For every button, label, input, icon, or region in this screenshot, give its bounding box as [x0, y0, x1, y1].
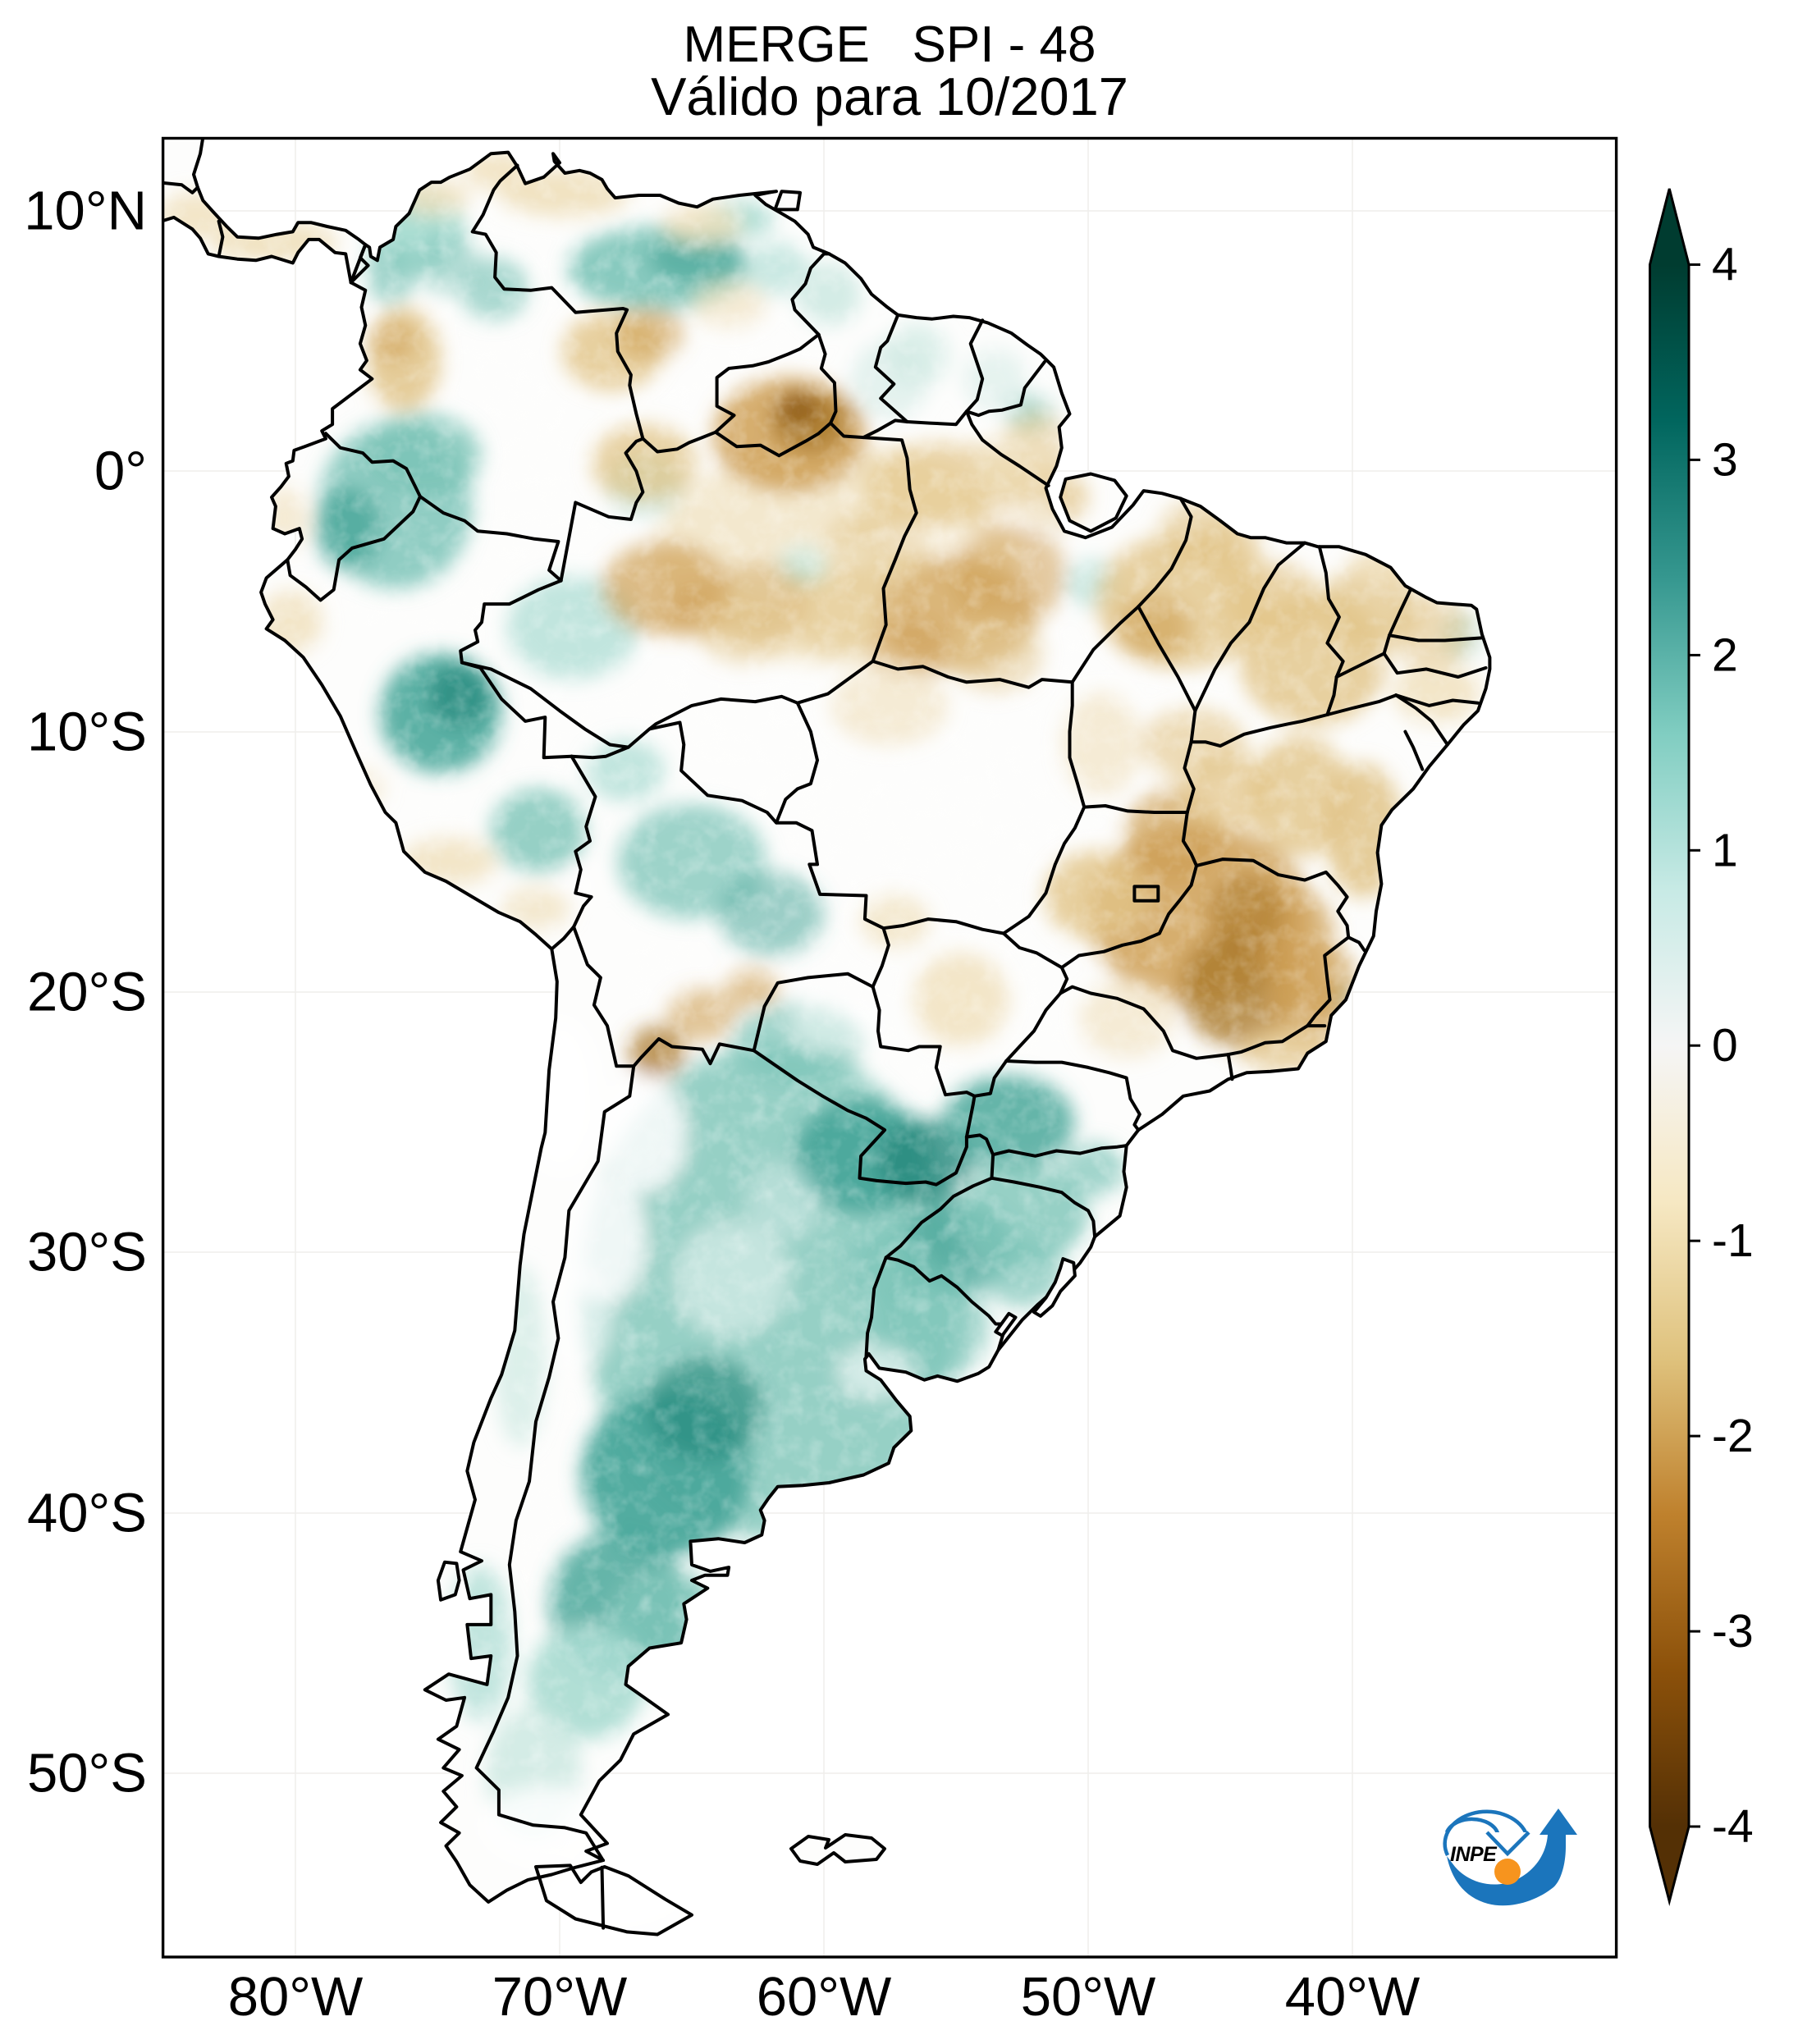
svg-text:10°S: 10°S [27, 702, 147, 763]
svg-text:-3: -3 [1712, 1605, 1754, 1658]
svg-text:40°W: 40°W [1285, 1966, 1421, 2028]
svg-text:MERGE SPI - 48: MERGE SPI - 48 [683, 16, 1096, 73]
svg-text:0: 0 [1712, 1019, 1738, 1072]
svg-text:80°W: 80°W [228, 1966, 364, 2028]
svg-text:-4: -4 [1712, 1800, 1754, 1853]
svg-text:4: 4 [1712, 239, 1738, 291]
svg-text:60°W: 60°W [757, 1966, 892, 2028]
svg-text:Válido para 10/2017: Válido para 10/2017 [651, 66, 1128, 126]
svg-text:-2: -2 [1712, 1410, 1754, 1462]
svg-text:50°S: 50°S [27, 1743, 147, 1804]
svg-text:2: 2 [1712, 629, 1738, 681]
svg-text:-1: -1 [1712, 1214, 1754, 1267]
svg-text:3: 3 [1712, 433, 1738, 486]
svg-text:40°S: 40°S [27, 1483, 147, 1544]
svg-text:1: 1 [1712, 824, 1738, 876]
svg-text:30°S: 30°S [27, 1222, 147, 1283]
svg-text:0°: 0° [94, 441, 147, 502]
svg-text:20°S: 20°S [27, 962, 147, 1023]
svg-text:10°N: 10°N [24, 181, 147, 242]
svg-text:50°W: 50°W [1021, 1966, 1156, 2028]
svg-text:INPE: INPE [1450, 1843, 1498, 1866]
svg-text:70°W: 70°W [492, 1966, 628, 2028]
